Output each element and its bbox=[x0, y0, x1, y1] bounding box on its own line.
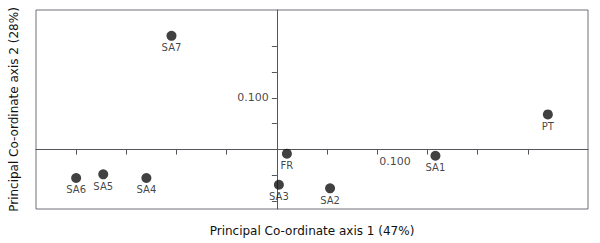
svg-text:Principal Co-ordinate axis 2 (: Principal Co-ordinate axis 2 (28%) bbox=[7, 7, 21, 212]
svg-text:SA7: SA7 bbox=[162, 42, 182, 53]
svg-text:SA4: SA4 bbox=[137, 184, 157, 195]
svg-text:SA3: SA3 bbox=[269, 191, 289, 202]
svg-text:0.100: 0.100 bbox=[379, 155, 411, 168]
svg-text:SA6: SA6 bbox=[66, 184, 86, 195]
svg-text:Principal Co-ordinate axis 1 (: Principal Co-ordinate axis 1 (47%) bbox=[210, 224, 415, 238]
svg-text:0.100: 0.100 bbox=[237, 91, 269, 104]
svg-text:SA2: SA2 bbox=[320, 195, 340, 206]
svg-text:SA1: SA1 bbox=[426, 162, 446, 173]
svg-text:PT: PT bbox=[542, 121, 555, 132]
svg-text:SA5: SA5 bbox=[93, 181, 113, 192]
svg-text:FR: FR bbox=[281, 160, 294, 171]
